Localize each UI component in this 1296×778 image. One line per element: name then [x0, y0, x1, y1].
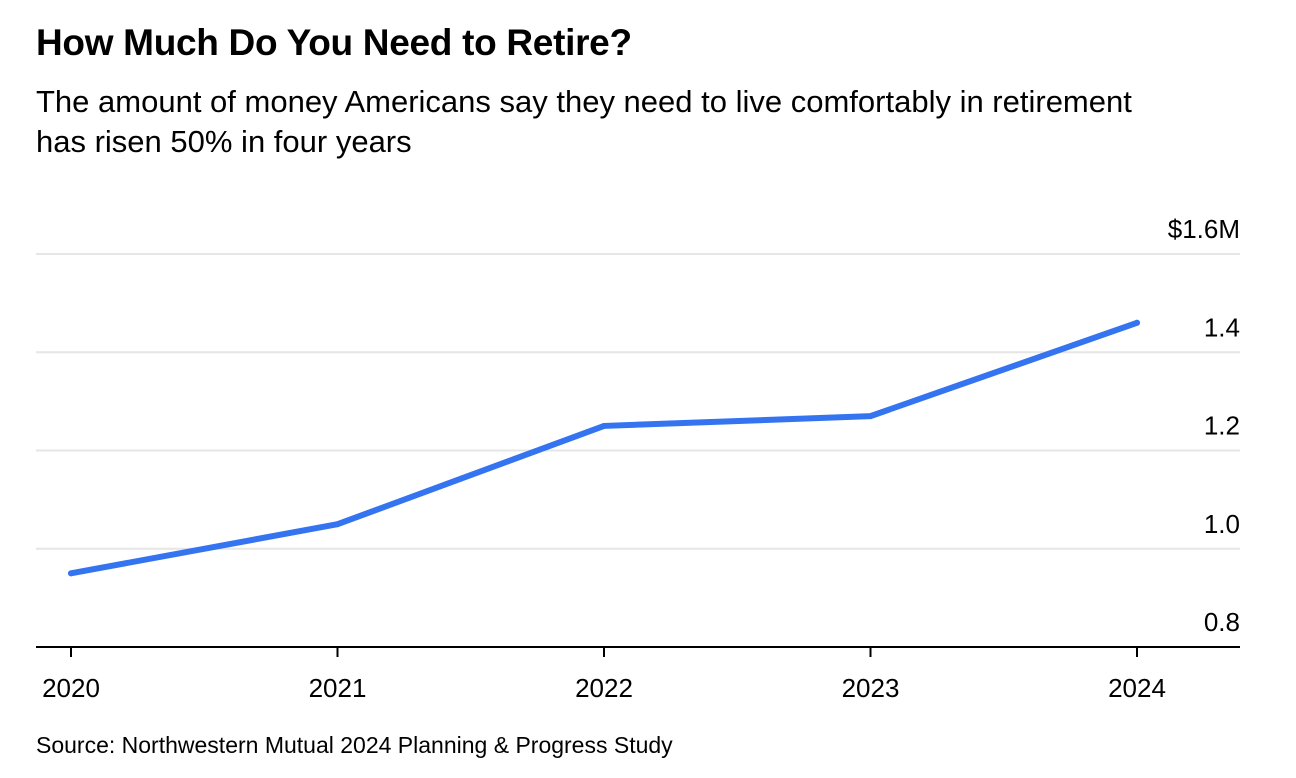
x-tick-label: 2022 [575, 673, 633, 703]
data-point [334, 521, 341, 528]
y-tick-label: 1.4 [1204, 312, 1240, 342]
gridlines [36, 253, 1240, 550]
y-axis-ticks: 0.8 1.0 1.2 1.4 $1.6M [1168, 214, 1240, 637]
source-note: Source: Northwestern Mutual 2024 Plannin… [36, 732, 673, 758]
y-tick-label: $1.6M [1168, 214, 1240, 244]
series-line [68, 319, 1140, 577]
data-point [68, 570, 74, 577]
data-point [1134, 319, 1140, 326]
chart-title: How Much Do You Need to Retire? [36, 22, 632, 63]
data-point [867, 413, 874, 420]
y-tick-label: 1.2 [1204, 411, 1240, 441]
data-point [601, 422, 607, 429]
chart-subtitle: The amount of money Americans say they n… [36, 84, 1132, 159]
series-layer [68, 319, 1140, 577]
x-tick-label: 2020 [42, 673, 100, 703]
x-tick-label: 2023 [842, 673, 900, 703]
x-tick-label: 2021 [309, 673, 367, 703]
x-tick-label: 2024 [1108, 673, 1166, 703]
y-tick-label: 0.8 [1204, 607, 1240, 637]
y-tick-label: 1.0 [1204, 509, 1240, 539]
x-axis-ticks: 2020 2021 2022 2023 2024 [42, 647, 1166, 703]
